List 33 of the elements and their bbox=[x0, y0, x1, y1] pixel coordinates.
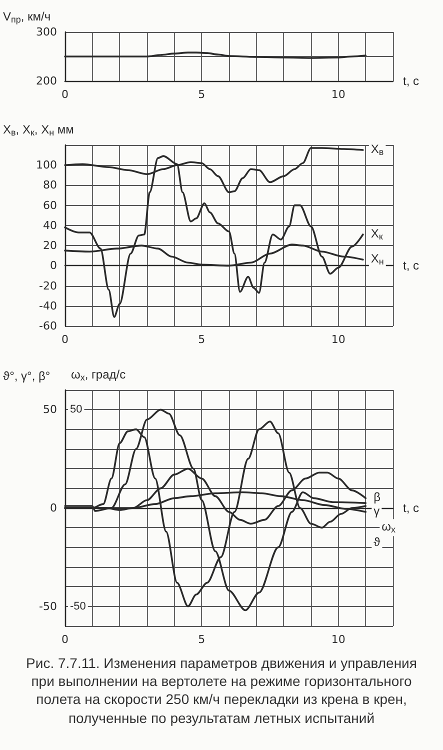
x-tick-label: 10 bbox=[331, 633, 346, 646]
y-tick-label: -20 bbox=[39, 279, 57, 292]
x-axis-title: t, c bbox=[403, 501, 420, 515]
x-tick-label: 5 bbox=[198, 88, 206, 101]
x-axis-title: t, c bbox=[403, 74, 420, 88]
y-tick-label: 20 bbox=[43, 239, 57, 252]
x-tick-label: 10 bbox=[331, 88, 346, 101]
y-tick-label: -50 bbox=[39, 600, 57, 613]
series-label: β bbox=[374, 490, 381, 504]
series-label: γ bbox=[374, 504, 380, 518]
x-tick-label: 0 bbox=[62, 333, 68, 346]
y-tick-label: -60 bbox=[39, 320, 57, 332]
x-tick-label: 10 bbox=[331, 333, 346, 346]
y-tick-label: 100 bbox=[36, 158, 57, 172]
text: ϑ bbox=[374, 535, 381, 550]
y-tick-label: 80 bbox=[43, 178, 57, 192]
y-axis-title: ϑ°, γ°, β° bbox=[3, 369, 50, 383]
x-tick-label: 0 bbox=[62, 88, 68, 101]
y2-tick-label: -50 bbox=[70, 600, 86, 612]
x-tick-label: 5 bbox=[198, 633, 206, 646]
y-tick-label: 50 bbox=[43, 403, 57, 416]
y2-tick-label: 50 bbox=[70, 404, 82, 416]
y-tick-label: 0 bbox=[50, 502, 57, 514]
y-tick-label: 0 bbox=[50, 259, 57, 272]
x-tick-label: 5 bbox=[198, 333, 206, 346]
x-axis-title: t, c bbox=[403, 258, 420, 273]
text: Рис. 7.7.11. Изменения параметров движения и управления при выполнении на вертолете на режиме горизонтального полета на скорости 250 км/ч перекладки из крена в крен, полученные по результатам летных испытаний bbox=[25, 654, 418, 727]
y-tick-label: 40 bbox=[43, 218, 57, 232]
y-tick-label: 60 bbox=[43, 198, 57, 212]
x-tick-label: 0 bbox=[62, 633, 68, 646]
y-tick-label: 200 bbox=[36, 74, 57, 88]
y-tick-label: -40 bbox=[39, 299, 57, 312]
y-tick-label: 300 bbox=[36, 26, 57, 38]
